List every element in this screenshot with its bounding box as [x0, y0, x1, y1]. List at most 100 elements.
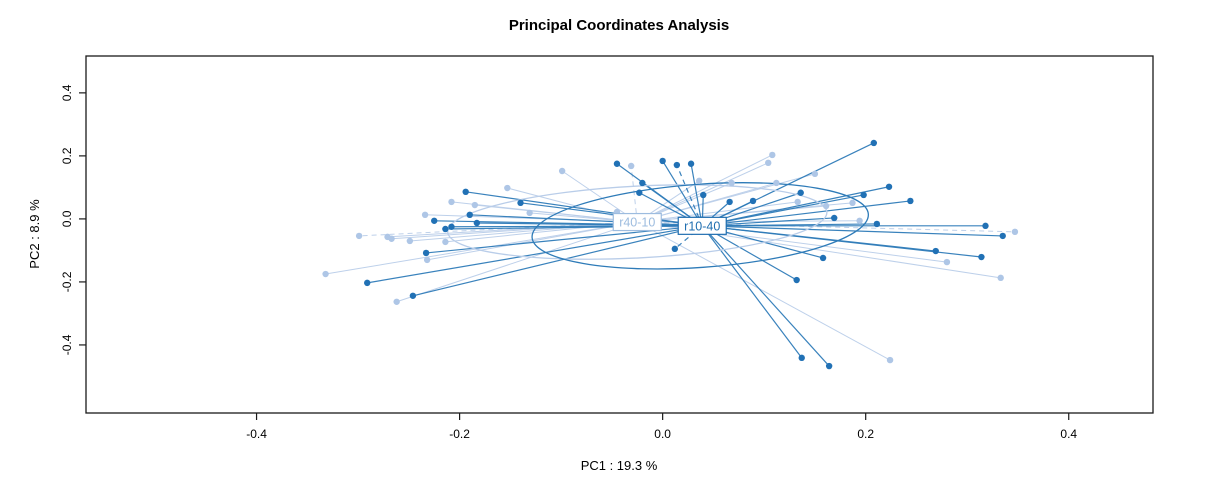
data-point — [423, 256, 431, 264]
x-tick-label: 0.0 — [654, 427, 671, 441]
data-point — [943, 258, 951, 266]
data-point — [700, 191, 707, 199]
data-point — [793, 276, 800, 284]
data-point — [982, 222, 989, 230]
data-point — [819, 254, 827, 262]
data-point — [422, 249, 430, 257]
data-point — [409, 292, 417, 299]
data-point — [393, 298, 400, 305]
data-point — [639, 179, 646, 187]
centroid-label-r40-10: r40-10 — [619, 216, 655, 230]
x-tick-label: -0.4 — [246, 427, 267, 441]
spider-line — [396, 221, 638, 303]
spider-line — [412, 225, 703, 297]
data-point — [860, 191, 867, 199]
x-axis-label: PC1 : 19.3 % — [581, 458, 658, 473]
spider-line — [367, 225, 703, 284]
data-point — [728, 179, 735, 187]
y-axis-label: PC2 : 8.9 % — [27, 199, 42, 269]
data-point — [466, 211, 473, 219]
spider-line — [674, 225, 703, 250]
data-point — [388, 235, 395, 242]
data-point — [978, 253, 985, 261]
data-point — [442, 238, 449, 246]
data-point — [885, 183, 893, 190]
centroid-label-r10-40: r10-40 — [684, 219, 720, 233]
y-tick-label: -0.4 — [60, 334, 74, 355]
data-point — [856, 217, 863, 224]
spider-line — [469, 214, 703, 227]
data-point — [473, 219, 481, 227]
data-point — [769, 151, 776, 159]
data-point — [794, 198, 801, 206]
data-point — [627, 162, 635, 170]
data-point — [442, 225, 449, 233]
centroid-label-box-r10-40 — [677, 216, 727, 235]
data-point — [526, 209, 533, 217]
data-point — [517, 199, 524, 207]
y-tick-label: 0.4 — [60, 84, 74, 101]
spider-line — [520, 202, 703, 227]
data-point — [870, 139, 878, 147]
data-point — [687, 160, 695, 167]
data-point — [613, 160, 621, 167]
plot-border — [85, 55, 1154, 414]
spider-line — [702, 225, 1003, 237]
group-ellipse-r10-40 — [531, 182, 870, 270]
spider-line — [701, 225, 803, 359]
data-point — [999, 232, 1006, 240]
spider-line — [676, 164, 703, 227]
y-tick-label: -0.2 — [60, 271, 74, 292]
data-point — [659, 157, 666, 165]
data-point — [797, 189, 804, 196]
group-ellipse-r40-10 — [447, 184, 828, 260]
spider-line — [702, 186, 890, 227]
spider-line — [445, 221, 638, 243]
data-point — [825, 362, 833, 370]
y-tick-label: 0.2 — [60, 147, 74, 164]
data-point — [421, 211, 429, 219]
data-point — [364, 279, 371, 287]
data-point — [849, 199, 856, 207]
data-point — [431, 217, 438, 224]
data-point — [448, 223, 455, 230]
data-point — [671, 245, 679, 253]
data-point — [765, 159, 772, 167]
data-point — [448, 198, 455, 206]
data-point — [798, 354, 805, 362]
spider-line — [465, 191, 703, 227]
y-tick-label: 0.0 — [60, 210, 74, 227]
spider-line — [702, 200, 911, 227]
data-point — [462, 188, 469, 196]
spider-line — [476, 222, 703, 227]
spider-line — [637, 173, 816, 223]
spider-line — [637, 154, 773, 223]
data-point — [886, 356, 894, 364]
plot-content: r40-10 r10-40 — [322, 139, 1019, 370]
data-point — [749, 197, 757, 205]
data-point — [873, 220, 881, 228]
x-tick-label: 0.2 — [857, 427, 874, 441]
data-point — [355, 232, 363, 240]
spider-line — [662, 160, 703, 227]
spider-line — [701, 225, 830, 367]
x-tick-label: -0.2 — [449, 427, 470, 441]
data-point — [471, 201, 479, 209]
data-point — [907, 197, 914, 205]
data-point — [1011, 228, 1019, 236]
data-point — [322, 270, 329, 278]
data-point — [811, 170, 819, 178]
data-point — [726, 198, 733, 206]
data-point — [673, 161, 681, 169]
spider-line — [690, 163, 703, 226]
axis-ticks: -0.4 -0.2 0.0 0.2 0.4 -0.4 -0.2 0.0 0.2 0.4 — [60, 84, 1077, 441]
data-point — [406, 237, 414, 245]
spider-line — [409, 221, 638, 242]
data-point — [831, 214, 838, 222]
centroid-label-box-r40-10 — [612, 212, 662, 232]
data-point — [932, 247, 939, 255]
data-point — [822, 202, 830, 210]
data-point — [773, 179, 780, 187]
